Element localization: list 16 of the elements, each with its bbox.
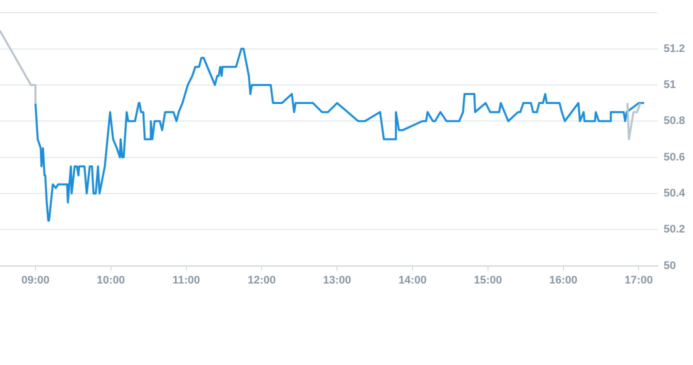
x-tick-label: 10:00 (96, 274, 125, 286)
y-tick-label: 51.2 (664, 42, 686, 55)
y-tick-label: 50.4 (664, 187, 686, 200)
x-tick-label: 13:00 (323, 274, 352, 286)
x-tick-label: 14:00 (398, 274, 427, 286)
x-tick-label: 11:00 (172, 274, 200, 286)
x-tick-label: 17:00 (624, 274, 653, 286)
y-tick-label: 50.8 (664, 115, 686, 128)
y-tick-label: 50 (664, 260, 676, 272)
x-tick-label: 09:00 (21, 274, 50, 286)
x-tick-label: 16:00 (549, 274, 578, 286)
x-tick-label: 12:00 (248, 274, 276, 286)
x-tick-label: 15:00 (474, 274, 502, 286)
y-tick-label: 50.6 (664, 151, 686, 164)
y-tick-label: 51 (664, 78, 676, 91)
y-tick-label: 50.2 (664, 224, 686, 236)
